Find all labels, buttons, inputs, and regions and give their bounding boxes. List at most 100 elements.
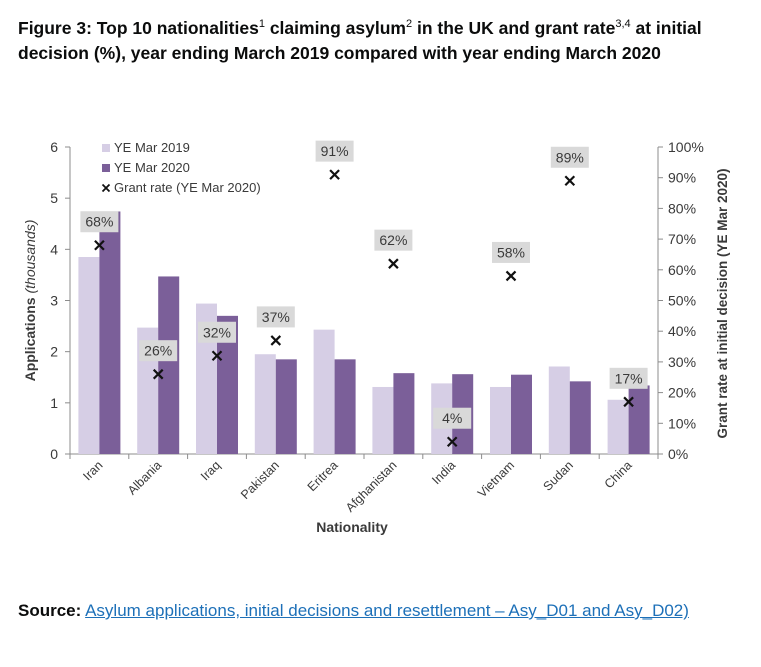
grant-rate-marker (94, 239, 105, 251)
bar-ye-mar-2019 (254, 354, 276, 454)
legend-swatch-2020 (102, 164, 110, 172)
legend-label-2020: YE Mar 2020 (114, 160, 190, 175)
bar-ye-mar-2019 (313, 329, 335, 454)
grant-rate-label: 4% (442, 410, 462, 426)
bar-ye-mar-2020 (217, 315, 238, 454)
grant-rate-label-box (80, 211, 119, 233)
bar-ye-mar-2020 (569, 381, 591, 454)
bar-ye-mar-2020 (393, 373, 415, 454)
bar-ye-mar-2020 (511, 374, 532, 454)
grant-rate-label-box (492, 241, 530, 263)
legend-marker-grant-rate (101, 183, 111, 193)
bar-ye-mar-2020 (99, 211, 121, 454)
footnote-ref-3[interactable]: 3,4 (615, 18, 631, 30)
category-label: Eritrea (305, 458, 341, 494)
category-label: Pakistan (238, 458, 282, 502)
grant-rate-label-box (374, 229, 413, 251)
footnote-ref-2[interactable]: 2 (405, 18, 413, 30)
grant-rate-marker (329, 169, 340, 180)
y2-tick-label: 30% (668, 354, 696, 370)
grant-rate-marker (446, 436, 458, 447)
chart-legend: YE Mar 2019 YE Mar 2020 Grant rate (YE Mar… (101, 140, 261, 195)
bar-ye-mar-2019 (78, 257, 100, 454)
grant-rate-label: 37% (262, 309, 290, 325)
y-tick-label: 4 (50, 241, 58, 257)
legend-label-grant-rate: Grant rate (YE Mar 2020) (114, 180, 261, 195)
bars (78, 211, 650, 454)
grant-rate-marker (564, 175, 576, 187)
grant-rate-label: 17% (615, 370, 643, 386)
y2-tick-label: 70% (668, 231, 696, 247)
category-label: China (602, 458, 635, 491)
legend-label-2019: YE Mar 2019 (114, 140, 190, 155)
grant-rate-marker (211, 350, 223, 362)
bar-ye-mar-2019 (607, 399, 629, 454)
y-tick-label: 6 (50, 139, 58, 155)
grant-rate-marker (270, 335, 282, 346)
grant-rate-marker (623, 396, 634, 408)
grant-rate-label: 32% (203, 324, 231, 340)
grant-rate-label-box (433, 407, 472, 429)
y2-tick-label: 0% (668, 446, 688, 462)
y2-tick-label: 40% (668, 323, 696, 339)
grant-rate-marker (505, 270, 517, 282)
category-label: Sudan (540, 458, 575, 493)
y2-axis-title: Grant rate at initial decision (YE Mar 2… (715, 168, 730, 438)
grant-rate-label-box (198, 321, 236, 343)
y-tick-label: 0 (50, 446, 58, 462)
category-label: Vietnam (475, 458, 517, 500)
y2-tick-label: 60% (668, 262, 696, 278)
y2-tick-label: 100% (668, 139, 704, 155)
y-tick-label: 1 (50, 395, 58, 411)
y2-tick-label: 20% (668, 385, 696, 401)
y2-tick-label: 50% (668, 293, 696, 309)
grant-rate-label-box (315, 140, 354, 162)
y-axis-title-main: Applications (22, 294, 38, 382)
bar-ye-mar-2020 (158, 276, 180, 454)
figure-title: Figure 3: Top 10 nationalities1 claiming… (18, 16, 738, 66)
grant-rate-markers: 68% 26% 32% 37% 91% 62% 4% 58% 89% 17% (80, 140, 648, 447)
grant-rate-label: 58% (497, 244, 525, 260)
title-text-3: in the UK and grant rate (412, 18, 616, 38)
grant-rate-label: 68% (85, 214, 113, 230)
footnote-ref-1[interactable]: 1 (258, 18, 265, 30)
y2-tick-label: 90% (668, 170, 696, 186)
grant-rate-label: 89% (556, 149, 584, 165)
grant-rate-label: 26% (144, 343, 172, 359)
bar-ye-mar-2020 (275, 359, 297, 454)
grant-rate-label-box (550, 146, 589, 168)
y-axis-title: Applications (thousands) (22, 220, 38, 382)
category-label: India (429, 458, 458, 487)
grant-rate-marker (152, 368, 164, 380)
grant-rate-label: 91% (321, 143, 349, 159)
legend-swatch-2019 (102, 144, 110, 152)
source-note: Source: Asylum applications, initial dec… (18, 598, 718, 623)
source-label: Source: (18, 601, 82, 620)
bar-ye-mar-2019 (548, 366, 570, 454)
title-text-2: claiming asylum (264, 18, 406, 38)
y2-tick-label: 10% (668, 415, 696, 431)
title-text-4: at initial decision (%), year ending Mar… (18, 18, 702, 63)
category-label: Afghanistan (343, 458, 400, 515)
y-axis-title-unit: (thousands) (22, 220, 38, 294)
title-text-1: Figure 3: Top 10 nationalities (18, 18, 259, 38)
bar-ye-mar-2019 (372, 386, 394, 454)
bar-ye-mar-2020 (628, 385, 650, 454)
asylum-chart: 01234560%10%20%30%40%50%60%70%80%90%100%… (22, 139, 730, 535)
bar-ye-mar-2020 (334, 359, 356, 454)
y-tick-label: 5 (50, 190, 58, 206)
y2-tick-label: 80% (668, 200, 696, 216)
y-tick-label: 2 (50, 344, 58, 360)
grant-rate-label-box (139, 340, 178, 362)
category-label: Albania (125, 458, 164, 497)
category-label: Iran (80, 458, 105, 483)
grant-rate-label-box (609, 367, 648, 389)
grant-rate-label-box (256, 306, 295, 328)
y-tick-label: 3 (50, 293, 58, 309)
bar-ye-mar-2019 (490, 386, 511, 454)
category-label: Iraq (198, 458, 223, 483)
source-link[interactable]: Asylum applications, initial decisions a… (85, 601, 689, 620)
axes: 01234560%10%20%30%40%50%60%70%80%90%100%… (22, 139, 730, 535)
grant-rate-label: 62% (379, 232, 407, 248)
x-axis-title: Nationality (316, 519, 388, 535)
